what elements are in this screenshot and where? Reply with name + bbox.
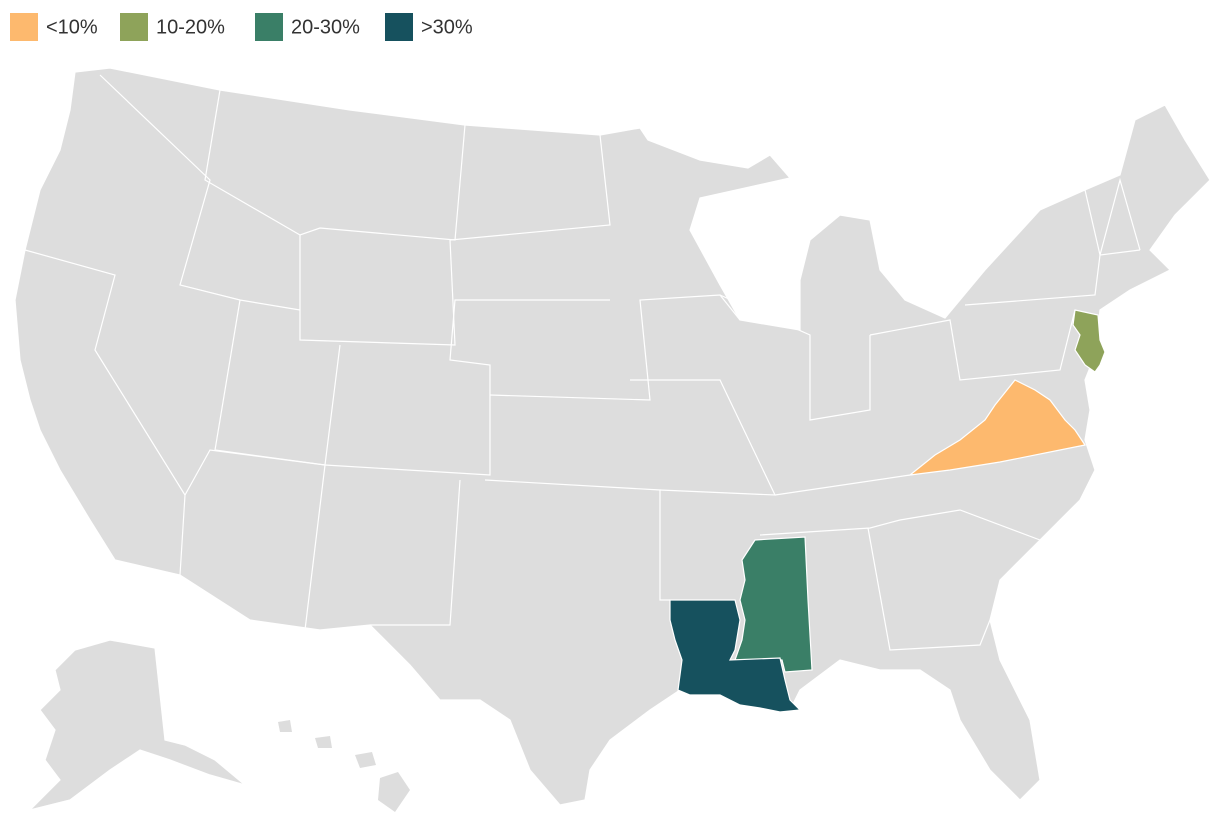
- state-border: [299, 134, 611, 346]
- state-border: [24, 249, 186, 576]
- state-border: [99, 74, 301, 311]
- state-border: [370, 479, 461, 626]
- state-border: [484, 479, 670, 601]
- state-border: [964, 249, 1141, 306]
- legend-swatch: [385, 13, 413, 41]
- highlighted-states: [669, 309, 1106, 713]
- legend-swatch: [120, 13, 148, 41]
- legend-swatch: [255, 13, 283, 41]
- legend-label: >30%: [421, 16, 473, 38]
- state-border: [324, 299, 610, 476]
- state: [1072, 309, 1106, 373]
- hawaii-oahu: [315, 736, 332, 748]
- state-border: [759, 509, 1041, 541]
- hawaii-kauai: [278, 720, 292, 732]
- state-border: [719, 294, 871, 421]
- state-border: [869, 309, 1076, 381]
- state: [669, 599, 802, 713]
- state-border: [630, 379, 776, 496]
- state-border: [489, 294, 741, 401]
- state-border: [184, 449, 326, 631]
- legend-label: <10%: [46, 16, 98, 38]
- hawaii-big-island: [378, 772, 410, 812]
- legend-label: 10-20%: [156, 16, 225, 38]
- legend-label: 20-30%: [291, 16, 360, 38]
- state: [907, 379, 1086, 476]
- base-map: [14, 67, 1211, 812]
- state-border: [1084, 177, 1141, 256]
- hawaii-maui: [355, 752, 376, 768]
- legend-swatch: [10, 13, 38, 41]
- state-border: [867, 527, 991, 651]
- alaska: [28, 639, 246, 812]
- state-borders: [24, 74, 1141, 651]
- legend: <10% 10-20% 20-30% >30%: [10, 13, 473, 41]
- state-border: [204, 89, 466, 241]
- contiguous-us: [14, 67, 1211, 806]
- state: [734, 536, 813, 673]
